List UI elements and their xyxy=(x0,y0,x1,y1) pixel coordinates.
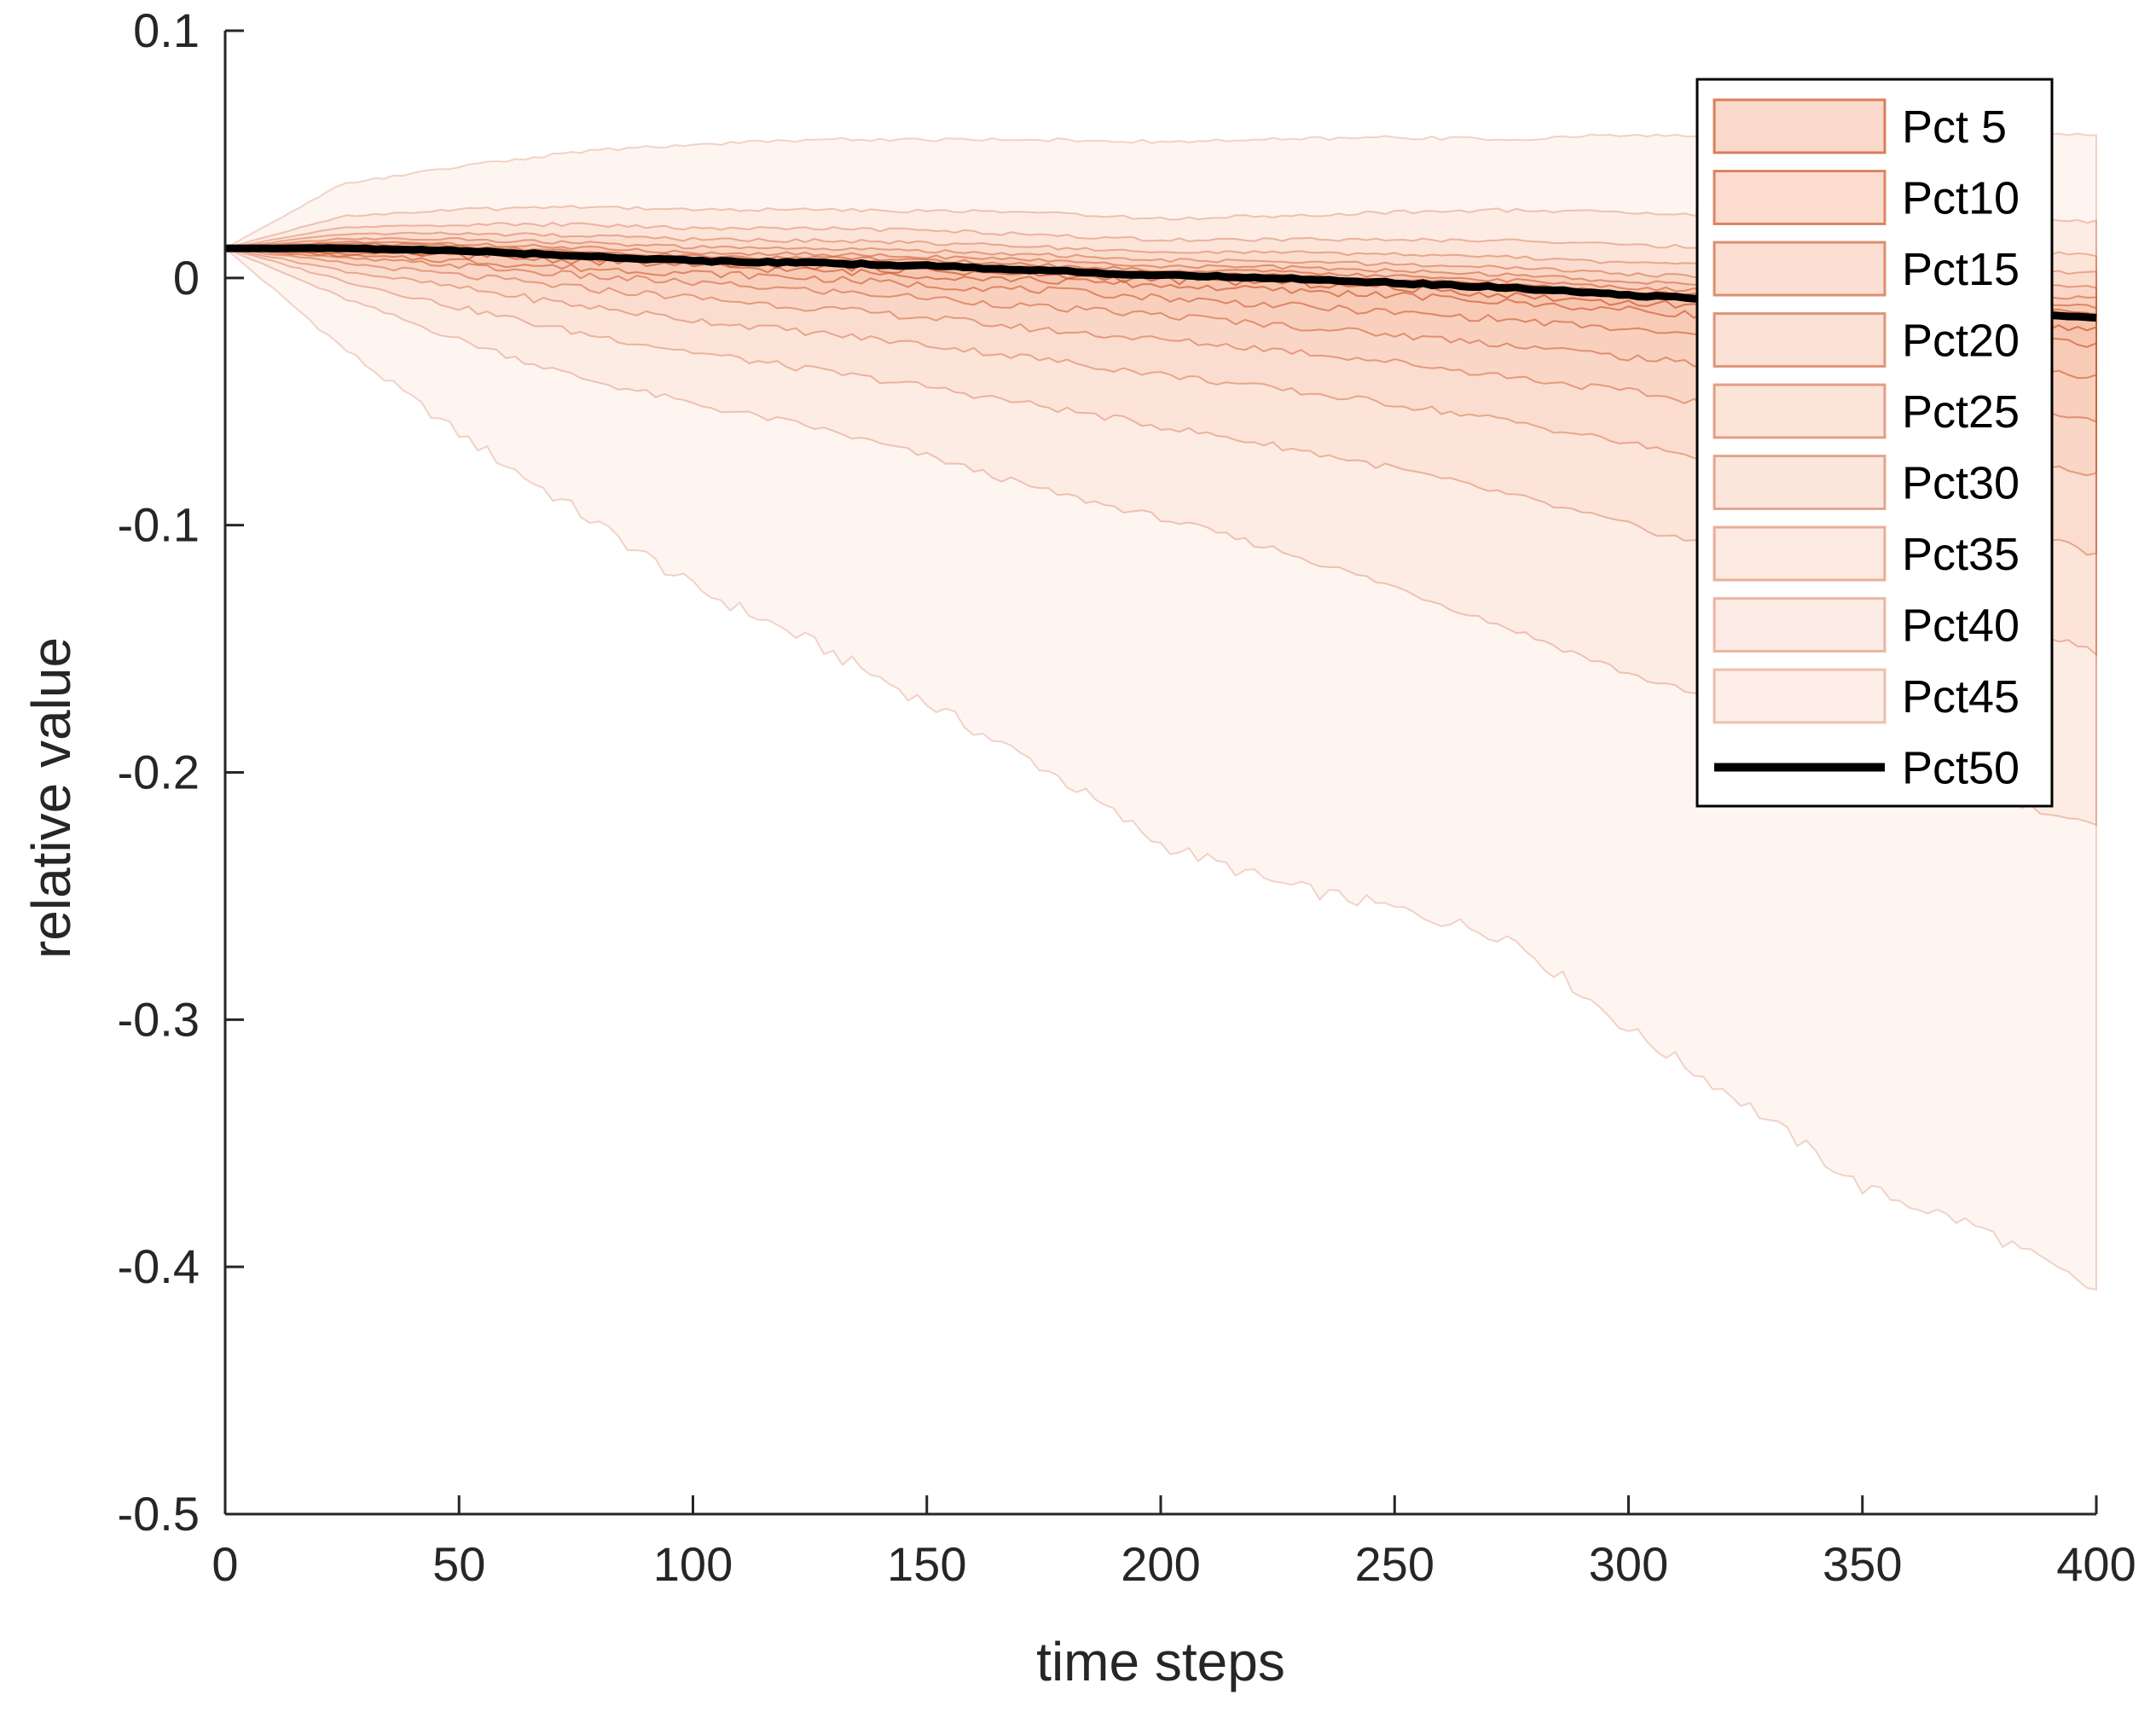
legend-swatch xyxy=(1713,525,1886,582)
y-axis-label: relative value xyxy=(20,637,82,959)
y-tick-label: -0.3 xyxy=(118,992,200,1046)
x-tick-label: 50 xyxy=(432,1537,485,1591)
legend-swatch xyxy=(1713,455,1886,510)
band-pct15 xyxy=(224,221,2097,657)
legend-label: Pct15 xyxy=(1902,244,2020,295)
y-tick-label: -0.5 xyxy=(118,1487,200,1541)
legend-label: Pct35 xyxy=(1902,529,2020,580)
legend-swatch xyxy=(1713,597,1886,653)
y-tick-label: 0.1 xyxy=(133,3,200,57)
legend-swatch xyxy=(1713,312,1886,368)
legend-label: Pct45 xyxy=(1902,671,2020,723)
y-tick-label: -0.1 xyxy=(118,498,200,552)
legend-label: Pct40 xyxy=(1902,601,2020,652)
y-tick-label: 0 xyxy=(173,251,200,305)
legend-label: Pct10 xyxy=(1902,173,2020,224)
band-pct5 xyxy=(223,131,2097,1291)
legend-swatch xyxy=(1713,383,1886,439)
percentile-bands xyxy=(223,131,2097,1291)
band-pct40 xyxy=(224,243,2097,348)
legend-swatch xyxy=(1713,668,1886,724)
legend-label: Pct 5 xyxy=(1902,102,2007,153)
x-tick-label: 150 xyxy=(887,1537,966,1591)
legend-swatch xyxy=(1713,98,1886,154)
x-axis-label: time steps xyxy=(1036,1631,1285,1692)
legend-box xyxy=(1695,78,2054,808)
x-tick-label: 250 xyxy=(1355,1537,1434,1591)
x-tick-label: 0 xyxy=(212,1537,238,1591)
legend-label: Pct20 xyxy=(1902,316,2020,367)
x-tick-label: 100 xyxy=(653,1537,733,1591)
x-tick-label: 300 xyxy=(1589,1537,1668,1591)
y-tick-label: -0.4 xyxy=(118,1239,200,1293)
legend-swatch xyxy=(1713,241,1886,297)
legend-swatch xyxy=(1713,170,1886,225)
y-tick-label: -0.2 xyxy=(118,746,200,799)
axes: 0 50 100 150 200 250 300 350 400 0.1 0 -0.1 -0.2 -0.3… xyxy=(118,3,2136,1591)
legend: Pct 5 Pct10 Pct15 Pct20 Pct25 Pct30 Pct35 Pct40… xyxy=(1695,78,2054,808)
legend-label: Pct30 xyxy=(1902,458,2020,509)
x-tick-label: 400 xyxy=(2056,1537,2136,1591)
x-tick-label: 200 xyxy=(1121,1537,1200,1591)
legend-label: Pct25 xyxy=(1902,386,2020,438)
x-tick-label: 350 xyxy=(1823,1537,1902,1591)
legend-label: Pct50 xyxy=(1902,743,2020,794)
